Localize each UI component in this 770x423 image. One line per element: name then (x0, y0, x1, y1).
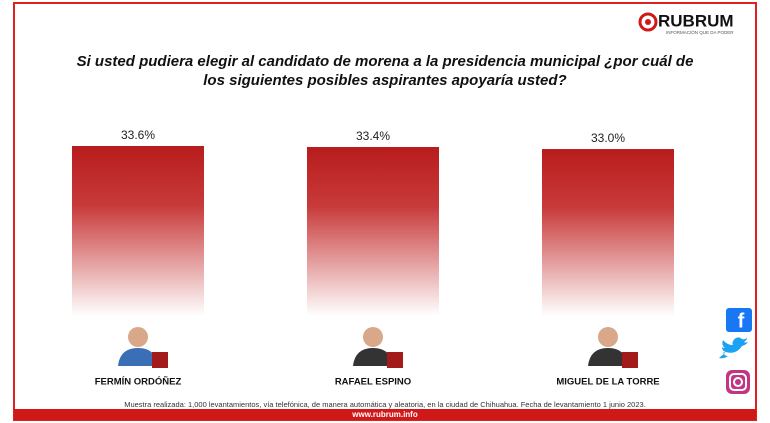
bar (542, 149, 674, 316)
svg-text:f: f (738, 310, 745, 332)
chart-title: Si usted pudiera elegir al candidato de … (77, 53, 694, 70)
candidate-photo (353, 327, 393, 366)
footer-bar (14, 409, 756, 420)
party-logo (387, 352, 403, 368)
x-tick-label: MIGUEL DE LA TORRE (556, 377, 659, 388)
chart-title: los siguientes posibles aspirantes apoya… (203, 72, 566, 89)
x-tick-label: FERMÍN ORDÓÑEZ (95, 376, 182, 388)
logo: RUBRUM INFORMACIÓN QUE DA PODER (638, 11, 734, 35)
party-logo (622, 352, 638, 368)
tagline: INFORMACIÓN QUE DA PODER (666, 29, 734, 35)
note: Muestra realizada: 1,000 levantamientos,… (124, 400, 646, 409)
bar (307, 147, 439, 316)
website: www.rubrum.info (351, 410, 418, 419)
social-icons: f (719, 308, 752, 394)
candidate-photo (588, 327, 628, 366)
bar (72, 146, 204, 316)
value-label: 33.4% (356, 129, 390, 143)
x-tick-label: RAFAEL ESPINO (335, 377, 411, 388)
brand: RUBRUM (658, 11, 734, 30)
party-logo (152, 352, 168, 368)
value-label: 33.0% (591, 131, 625, 145)
candidate-photo (118, 327, 158, 366)
value-label: 33.6% (121, 128, 155, 142)
